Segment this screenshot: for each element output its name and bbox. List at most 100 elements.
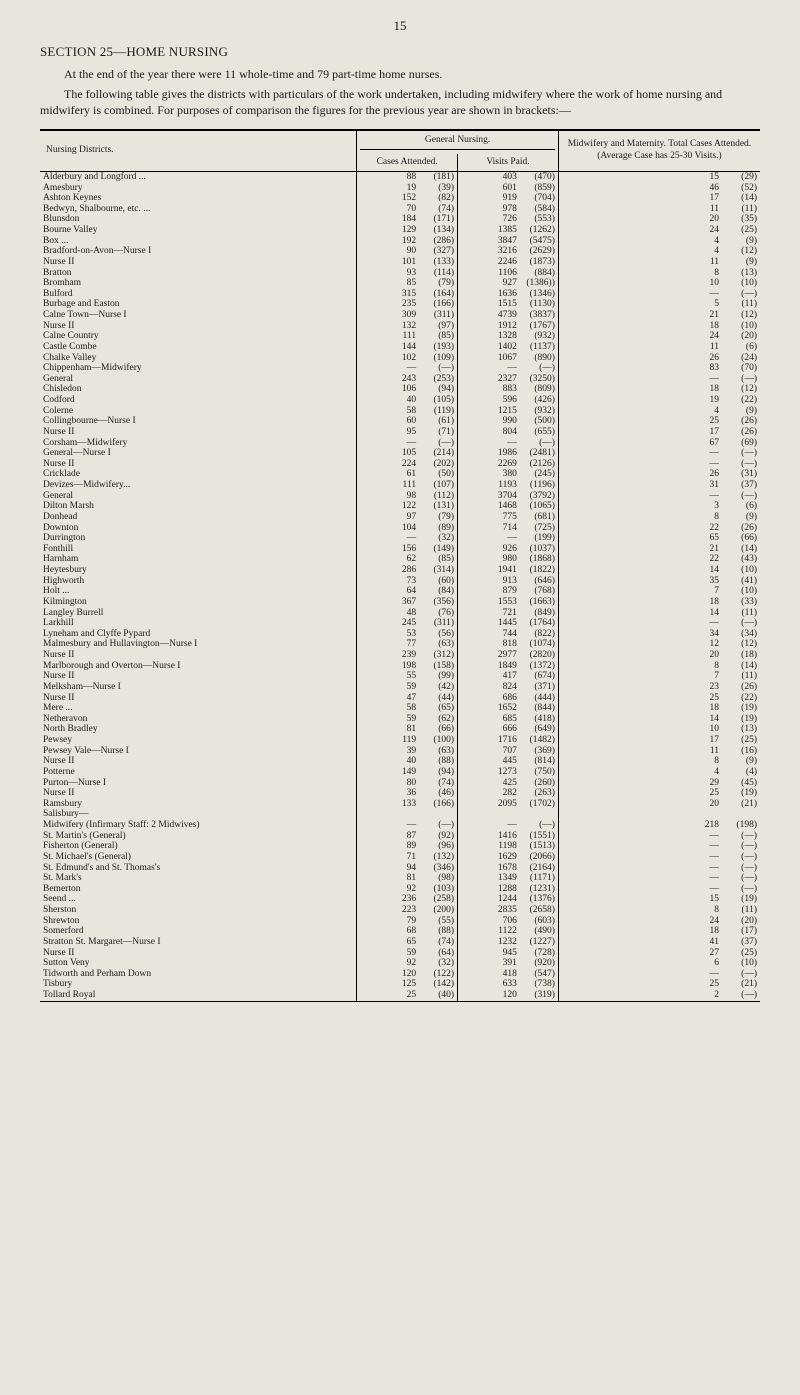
maternity-cases: 11(6) xyxy=(558,342,760,353)
visits-paid: 633(738) xyxy=(458,979,559,990)
maternity-cases: 25(22) xyxy=(558,693,760,704)
visits-paid: 666(649) xyxy=(458,724,559,735)
district-name: Heytesbury xyxy=(40,565,357,576)
cases-attended: 70(74) xyxy=(357,204,458,215)
table-row: Bedwyn, Shalbourne, etc. ...70(74)978(58… xyxy=(40,204,760,215)
table-row: Holt ...64(84)879(768)7(10) xyxy=(40,586,760,597)
district-name: Calne Country xyxy=(40,331,357,342)
district-name: Dilton Marsh xyxy=(40,501,357,512)
visits-paid: 1849(1372) xyxy=(458,661,559,672)
table-row: Pewsey119(100)1716(1482)17(25) xyxy=(40,735,760,746)
district-name: Netheravon xyxy=(40,714,357,725)
table-row: Fisherton (General)89(96)1198(1513)—(—) xyxy=(40,841,760,852)
district-name: Nurse II xyxy=(40,756,357,767)
visits-paid: 417(674) xyxy=(458,671,559,682)
visits-paid: 686(444) xyxy=(458,693,559,704)
visits-paid: 1244(1376) xyxy=(458,894,559,905)
table-row: Devizes—Midwifery...111(107)1193(1196)31… xyxy=(40,480,760,491)
visits-paid: 596(426) xyxy=(458,395,559,406)
district-name: Nurse II xyxy=(40,693,357,704)
visits-paid: 1912(1767) xyxy=(458,321,559,332)
table-row: Marlborough and Overton—Nurse I198(158)1… xyxy=(40,661,760,672)
visits-paid: 1941(1822) xyxy=(458,565,559,576)
visits-paid: 1678(2164) xyxy=(458,863,559,874)
hdr-nursing-districts: Nursing Districts. xyxy=(40,130,357,171)
visits-paid: 3704(3792) xyxy=(458,491,559,502)
district-name: Bemerton xyxy=(40,884,357,895)
table-row: Potterne149(94)1273(750)4(4) xyxy=(40,767,760,778)
table-row: Alderbury and Longford ...88(181)403(470… xyxy=(40,172,760,183)
maternity-cases: 15(29) xyxy=(558,172,760,183)
table-row: Nurse II59(64)945(728)27(25) xyxy=(40,948,760,959)
district-name: Malmesbury and Hullavington—Nurse I xyxy=(40,639,357,650)
table-row: Fonthill156(149)926(1037)21(14) xyxy=(40,544,760,555)
cases-attended: 79(55) xyxy=(357,916,458,927)
maternity-cases: 65(66) xyxy=(558,533,760,544)
table-row: Lyneham and Clyffe Pypard53(56)744(822)3… xyxy=(40,629,760,640)
visits-paid: 403(470) xyxy=(458,172,559,183)
maternity-cases: 14(11) xyxy=(558,608,760,619)
visits-paid: 721(849) xyxy=(458,608,559,619)
visits-paid: 879(768) xyxy=(458,586,559,597)
visits-paid: 1273(750) xyxy=(458,767,559,778)
maternity-cases: 29(45) xyxy=(558,778,760,789)
table-row: Highworth73(60)913(646)35(41) xyxy=(40,576,760,587)
maternity-cases: —(—) xyxy=(558,374,760,385)
visits-paid: 978(584) xyxy=(458,204,559,215)
cases-attended: 367(356) xyxy=(357,597,458,608)
district-name: Donhead xyxy=(40,512,357,523)
district-name: Calne Town—Nurse I xyxy=(40,310,357,321)
table-row: Langley Burrell48(76)721(849)14(11) xyxy=(40,608,760,619)
cases-attended: 105(214) xyxy=(357,448,458,459)
maternity-cases: 26(24) xyxy=(558,353,760,364)
cases-attended: 104(89) xyxy=(357,523,458,534)
district-name: Ashton Keynes xyxy=(40,193,357,204)
table-row: Somerford68(88)1122(490)18(17) xyxy=(40,926,760,937)
visits-paid xyxy=(458,809,559,820)
maternity-cases: 17(26) xyxy=(558,427,760,438)
visits-paid: 804(655) xyxy=(458,427,559,438)
table-row: Codford40(105)596(426)19(22) xyxy=(40,395,760,406)
visits-paid: 1553(1663) xyxy=(458,597,559,608)
hdr-cases-attended: Cases Attended. xyxy=(357,154,458,172)
cases-attended: 73(60) xyxy=(357,576,458,587)
maternity-cases: 18(33) xyxy=(558,597,760,608)
district-name: St. Martin's (General) xyxy=(40,831,357,842)
district-name: Larkhill xyxy=(40,618,357,629)
table-body: Alderbury and Longford ...88(181)403(470… xyxy=(40,172,760,1001)
district-name: Marlborough and Overton—Nurse I xyxy=(40,661,357,672)
cases-attended: 144(193) xyxy=(357,342,458,353)
table-row: Bulford315(164)1636(1346)—(—) xyxy=(40,289,760,300)
maternity-cases: —(—) xyxy=(558,448,760,459)
table-row: Bradford-on-Avon—Nurse I90(327)3216(2629… xyxy=(40,246,760,257)
maternity-cases: 4(12) xyxy=(558,246,760,257)
cases-attended: 80(74) xyxy=(357,778,458,789)
visits-paid: 1198(1513) xyxy=(458,841,559,852)
table-row: Colerne58(119)1215(932)4(9) xyxy=(40,406,760,417)
table-row: Kilmington367(356)1553(1663)18(33) xyxy=(40,597,760,608)
table-row: North Bradley81(66)666(649)10(13) xyxy=(40,724,760,735)
cases-attended: 60(61) xyxy=(357,416,458,427)
maternity-cases: 24(20) xyxy=(558,331,760,342)
maternity-cases: 26(31) xyxy=(558,469,760,480)
district-name: Bedwyn, Shalbourne, etc. ... xyxy=(40,204,357,215)
visits-paid: 4739(3837) xyxy=(458,310,559,321)
district-name: Downton xyxy=(40,523,357,534)
maternity-cases: 24(20) xyxy=(558,916,760,927)
cases-attended: 309(311) xyxy=(357,310,458,321)
district-name: Bratton xyxy=(40,268,357,279)
district-name: Shrewton xyxy=(40,916,357,927)
district-name: Lyneham and Clyffe Pypard xyxy=(40,629,357,640)
cases-attended: 94(346) xyxy=(357,863,458,874)
cases-attended: 71(132) xyxy=(357,852,458,863)
district-name: Chalke Valley xyxy=(40,353,357,364)
district-name: Salisbury— xyxy=(40,809,357,820)
table-row: Nurse II101(133)2246(1873)11(9) xyxy=(40,257,760,268)
cases-attended: 184(171) xyxy=(357,214,458,225)
cases-attended: 92(103) xyxy=(357,884,458,895)
district-name: Box ... xyxy=(40,236,357,247)
district-name: Holt ... xyxy=(40,586,357,597)
cases-attended: 53(56) xyxy=(357,629,458,640)
maternity-cases: 7(10) xyxy=(558,586,760,597)
visits-paid: 1445(1764) xyxy=(458,618,559,629)
